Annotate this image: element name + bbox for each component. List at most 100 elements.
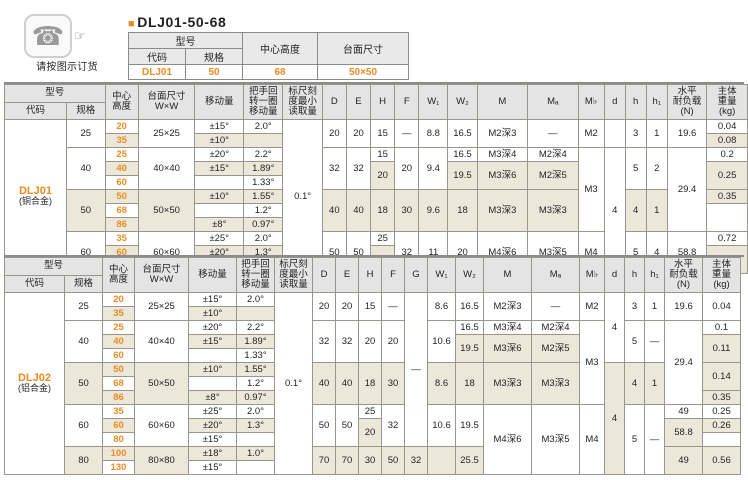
- cell-travel: ±20°: [188, 418, 237, 433]
- cell-load: 19.6: [666, 119, 708, 148]
- cell-per_turn: 0.97°: [236, 390, 275, 405]
- cell-center-height: 50: [104, 189, 139, 204]
- cell-travel: ±10°: [188, 306, 237, 321]
- header-scale-min: 标尺刻 度最小 读取量: [282, 84, 323, 120]
- header-M: M: [476, 84, 529, 120]
- cell-H: 30: [358, 446, 382, 475]
- cell-W2: 19.5: [455, 334, 484, 363]
- cell-D: 32: [312, 320, 336, 363]
- cell-per_turn: [236, 432, 275, 447]
- table-row: DLJ02 (铝合金) 25 20 25×25 ±15° 2.0° 0.1° 20 20 15— —8…: [4, 292, 741, 475]
- cell-W1: [427, 446, 456, 475]
- cell-load: 29.4: [666, 147, 708, 232]
- table-row: 80 ±15°: [5, 432, 741, 447]
- table-row: 型号 中心高度 台面尺寸: [128, 32, 409, 65]
- header-scale-min: 标尺刻 度最小 读取量: [274, 257, 313, 293]
- cell-F: 32: [381, 404, 405, 447]
- table-row: DLJ01 50 68 50×50: [128, 64, 409, 80]
- header-W1: W₁: [418, 84, 449, 120]
- cell-F: 30: [381, 362, 405, 405]
- header-travel: 移动量: [194, 84, 245, 120]
- cell-D: 40: [321, 189, 347, 232]
- cell-load: 29.4: [664, 320, 703, 405]
- header-load: 水平 耐负载 (N): [664, 257, 703, 293]
- cell-per_turn: 2.0°: [236, 404, 275, 419]
- cell-W1: 9.4: [418, 147, 449, 190]
- cell-per_turn: 2.0°: [243, 231, 284, 246]
- cell-Mb: M2: [577, 119, 605, 148]
- cell-h: 3: [624, 292, 645, 321]
- cell-E: 20: [345, 119, 372, 148]
- table-row: 60 ±20° 1.3° 20 58.8 0.26: [5, 418, 741, 447]
- cell-H: 15: [370, 147, 396, 162]
- cell-per_turn: 2.2°: [236, 320, 275, 335]
- cell-d: 4: [604, 292, 625, 363]
- cell-table_size: 40×40: [137, 147, 196, 190]
- cell-Mb: M4: [579, 404, 605, 475]
- cell-E: 70: [335, 446, 359, 475]
- table-row: 代码 规格: [128, 48, 409, 65]
- header-center-height: 中心 高度: [102, 257, 135, 293]
- cell-weight: 0.04: [706, 119, 748, 134]
- cell-travel: ±8°: [188, 390, 237, 405]
- model-code-table: 型号 中心高度 台面尺寸 代码 规格 DLJ01 50 68 50×50: [128, 32, 409, 80]
- cell-spec: 25: [65, 119, 106, 148]
- cell-center-height: 130: [102, 460, 135, 475]
- header-table-size: 台面尺寸 W×W: [137, 84, 196, 120]
- header-spec: 规格: [64, 274, 103, 293]
- table-row: 50 50 50×50 ±10° 1.55° 40 40 18 30 8.6 18 M3深3 M3深3 4…: [5, 362, 741, 475]
- header-F: F: [394, 84, 420, 120]
- cell-load: 58.8: [664, 418, 703, 447]
- cell-h1: —: [644, 320, 665, 363]
- cell-center-height: 20: [102, 292, 135, 307]
- model-title-text: DLJ01-50-68: [137, 14, 227, 30]
- cell-F: 20: [381, 320, 405, 363]
- cell-E: 40: [345, 189, 372, 232]
- cell-per_turn: 1.3°: [236, 418, 275, 433]
- header-center-height: 中心 高度: [104, 84, 139, 120]
- model-spec-header-cell: 规格: [185, 48, 243, 65]
- cell-weight: 0.08: [706, 133, 748, 148]
- cell-center-height: 60: [102, 348, 135, 363]
- cell-load: 19.6: [664, 292, 703, 321]
- cell-per_turn: 2.0°: [236, 292, 275, 307]
- header-Ma: Mₐ: [527, 84, 579, 120]
- cell-W1: 10.6: [427, 404, 456, 447]
- spec-table-dlj01-container: 型号 中心 高度 台面尺寸 W×W 移动量 把手回 转一圈 移动量 标尺刻 度最小 读取量 D E H F W₁…: [4, 82, 748, 274]
- cell-per_turn: [236, 306, 275, 321]
- model-center-height-value: 68: [242, 64, 318, 80]
- cell-F: 30: [394, 189, 420, 232]
- cell-W2: 25.5: [455, 446, 484, 475]
- cell-W2: 19.5: [455, 404, 484, 447]
- cell-F: 20: [394, 147, 420, 190]
- cell-M: M3深6: [483, 334, 532, 363]
- table-row: 35 ±10° 0.08: [5, 133, 748, 148]
- cell-M: M4深6: [483, 404, 532, 475]
- model-table-size-header: 台面尺寸: [317, 32, 409, 65]
- cell-W2: 18: [455, 362, 484, 405]
- cell-W1: 10.6: [427, 320, 456, 363]
- cell-H: 15: [358, 292, 382, 321]
- model-code-value: DLJ01: [128, 64, 186, 80]
- cell-Mb: M2: [579, 292, 605, 321]
- cell-G: 32: [404, 446, 428, 475]
- cell-W2: 16.5: [455, 320, 484, 335]
- cell-D: 20: [312, 292, 336, 321]
- header-E: E: [335, 257, 359, 293]
- table-header-row: 代码 规格: [4, 274, 741, 293]
- table-row: 35 ±10°: [5, 306, 741, 321]
- cell-spec: 80: [64, 446, 103, 475]
- cell-E: 40: [335, 362, 359, 405]
- cell-center-height: 68: [102, 376, 135, 391]
- cell-travel: ±15°: [188, 460, 237, 475]
- header-code: 代码: [4, 274, 65, 293]
- cell-travel: [194, 175, 245, 190]
- cell-d: [603, 119, 626, 148]
- cell-travel: ±15°: [188, 432, 237, 447]
- cell-load: 49: [664, 404, 703, 419]
- header-h1: h₁: [645, 84, 668, 120]
- table-row: 60 35 60×60 ±25° 2.0° 50 50 25 32 11 20 M4深6 M3深5 M4 5…: [5, 231, 748, 274]
- cell-weight: [706, 203, 748, 232]
- cell-Ma: M2深4: [531, 320, 580, 335]
- header-W2: W₂: [455, 257, 484, 293]
